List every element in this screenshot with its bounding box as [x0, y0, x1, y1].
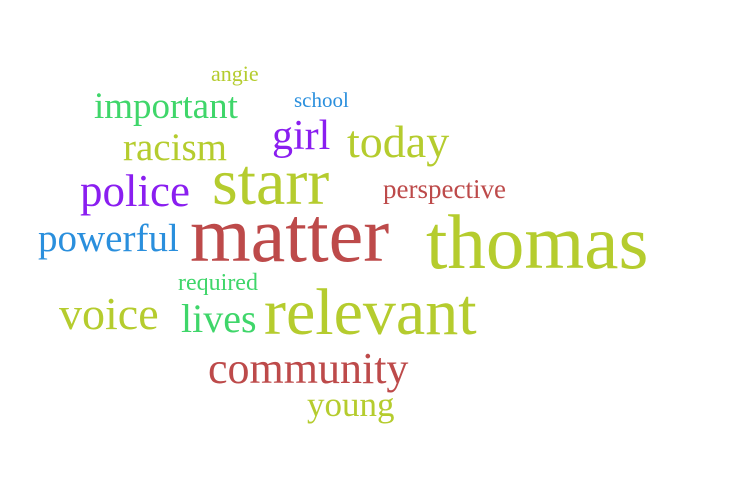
word-girl: girl [272, 113, 331, 159]
word-thomas: thomas [426, 199, 649, 285]
word-school: school [294, 88, 349, 112]
word-matter: matter [190, 191, 390, 278]
word-community: community [208, 344, 409, 393]
word-lives: lives [181, 296, 257, 341]
word-police: police [80, 166, 190, 216]
word-powerful: powerful [38, 217, 179, 260]
word-racism: racism [123, 126, 227, 169]
word-today: today [347, 116, 450, 167]
word-young: young [307, 385, 395, 424]
word-important: important [94, 86, 238, 127]
word-angie: angie [211, 61, 259, 86]
word-relevant: relevant [264, 276, 477, 349]
word-voice: voice [59, 288, 159, 339]
word-starr: starr [212, 146, 330, 219]
word-required: required [178, 270, 258, 296]
word-perspective: perspective [383, 174, 506, 204]
